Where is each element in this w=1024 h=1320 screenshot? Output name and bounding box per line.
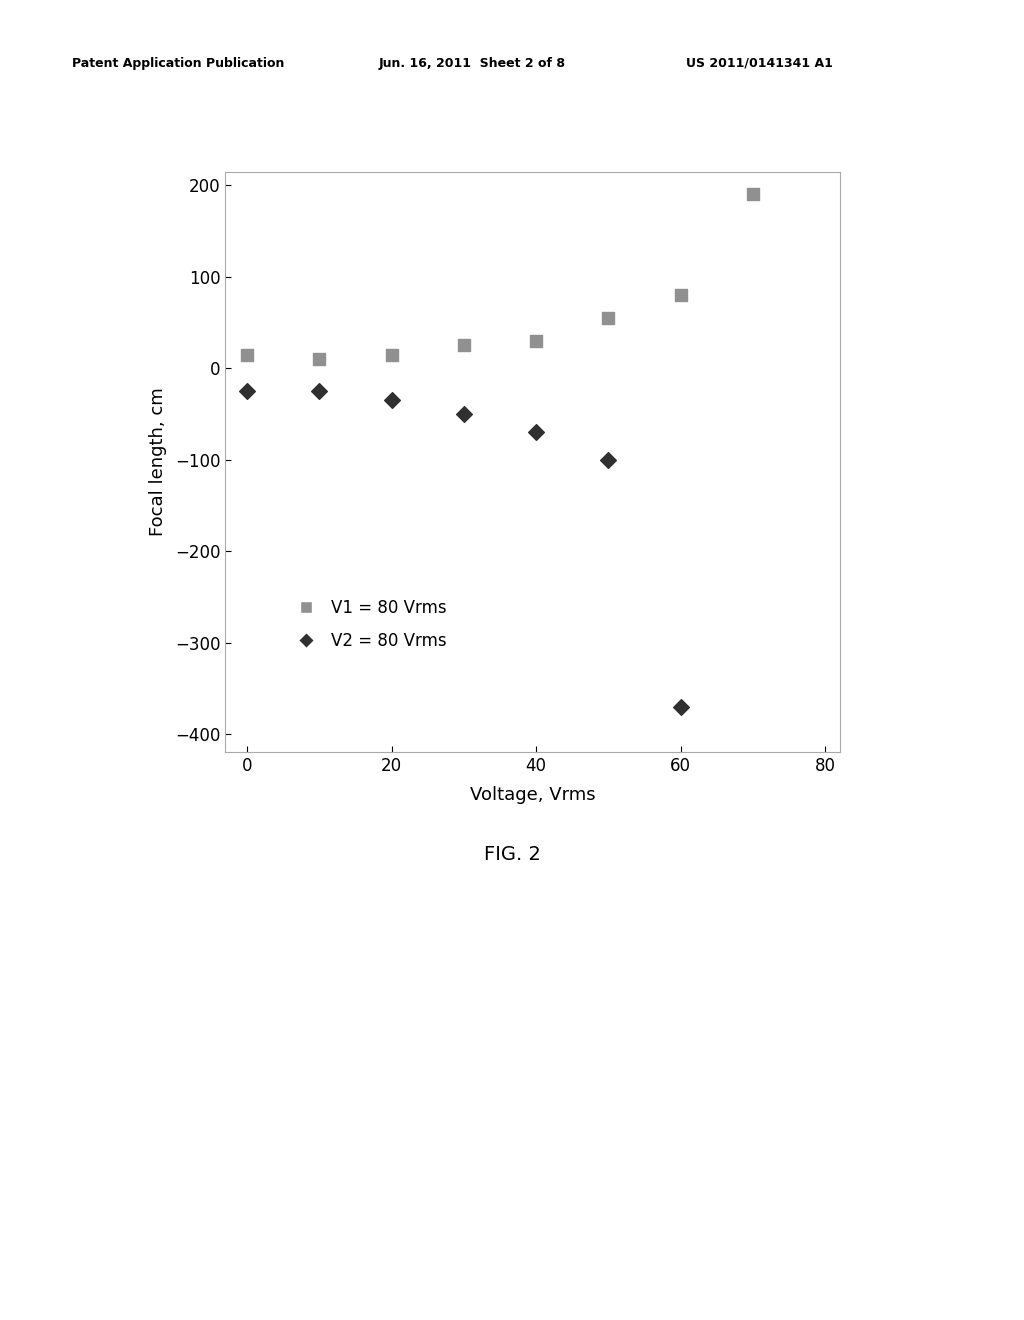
Point xyxy=(673,696,689,717)
Legend: V1 = 80 Vrms, V2 = 80 Vrms: V1 = 80 Vrms, V2 = 80 Vrms xyxy=(283,593,454,657)
Point xyxy=(600,449,616,470)
Point xyxy=(600,308,616,329)
Point xyxy=(744,183,761,205)
Point xyxy=(311,380,328,401)
Text: Patent Application Publication: Patent Application Publication xyxy=(72,57,284,70)
Text: Jun. 16, 2011  Sheet 2 of 8: Jun. 16, 2011 Sheet 2 of 8 xyxy=(379,57,566,70)
Point xyxy=(239,380,255,401)
Point xyxy=(528,330,545,351)
Y-axis label: Focal length, cm: Focal length, cm xyxy=(148,388,167,536)
Point xyxy=(383,389,399,411)
X-axis label: Voltage, Vrms: Voltage, Vrms xyxy=(470,787,595,804)
Point xyxy=(311,348,328,370)
Point xyxy=(383,345,399,366)
Point xyxy=(456,404,472,425)
Point xyxy=(528,421,545,442)
Text: FIG. 2: FIG. 2 xyxy=(483,845,541,863)
Point xyxy=(456,335,472,356)
Point xyxy=(673,285,689,306)
Point xyxy=(239,345,255,366)
Text: US 2011/0141341 A1: US 2011/0141341 A1 xyxy=(686,57,833,70)
